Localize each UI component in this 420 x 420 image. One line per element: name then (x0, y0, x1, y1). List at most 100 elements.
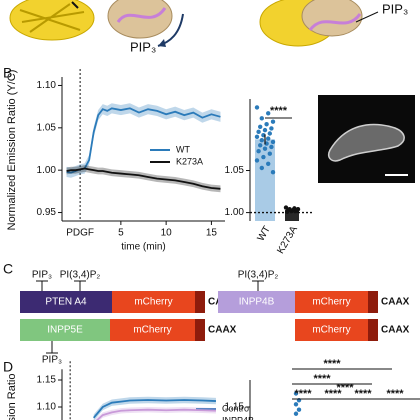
caax-label: CAAX (381, 325, 410, 336)
x-tick-label: 10 (161, 228, 173, 239)
data-point (266, 161, 271, 166)
series-line (95, 408, 216, 420)
x-tick-label: 5 (118, 228, 124, 239)
data-point (259, 116, 264, 121)
y-tick-label: 1.00 (225, 207, 245, 218)
legend-label: WT (176, 144, 190, 154)
legend-label: Control (222, 403, 251, 413)
data-point (293, 402, 299, 407)
tag-label: mCherry (134, 297, 172, 308)
significance-label: **** (324, 388, 342, 400)
data-point (264, 122, 269, 127)
tag-box (295, 291, 368, 313)
significance-label: **** (270, 105, 288, 117)
significance-label: **** (336, 382, 354, 394)
legend-label: INPP4B (222, 415, 254, 420)
x-tick-label: WT (256, 224, 273, 243)
significance-label: **** (354, 388, 372, 400)
error-band (94, 407, 216, 420)
caax-box (368, 291, 378, 313)
bar (285, 210, 299, 221)
data-point (270, 119, 276, 124)
series-line (93, 399, 216, 419)
panel-label: C (3, 261, 13, 277)
data-point (293, 411, 299, 416)
data-point (256, 148, 261, 154)
data-point (254, 134, 260, 140)
site-label: PIP₃ (42, 355, 62, 366)
data-point (259, 165, 264, 171)
caax-box (195, 319, 205, 341)
domain-label: INPP4B (239, 297, 275, 308)
y-tick-label: 1.10 (37, 80, 57, 91)
caax-box (368, 319, 378, 341)
data-point (267, 131, 272, 136)
data-point (269, 126, 274, 131)
significance-label: **** (313, 373, 331, 385)
protein-structures (9, 0, 379, 47)
caax-label: CAAX (381, 297, 410, 308)
legend-label: K273A (176, 156, 203, 166)
error-band (66, 103, 221, 178)
significance-label: **** (323, 358, 341, 370)
error-band (93, 396, 216, 420)
domain-box (218, 291, 295, 313)
tag-label: mCherry (312, 297, 350, 308)
data-point (296, 407, 302, 412)
tag-box (110, 319, 195, 341)
tag-label: mCherry (133, 325, 171, 336)
y-axis-label: sion Ratio (6, 374, 18, 420)
panel-label: D (3, 359, 13, 375)
data-point (269, 144, 274, 150)
data-point (262, 127, 268, 133)
data-point (261, 154, 266, 160)
y-tick-label: 1.15 (225, 402, 245, 413)
caax-label: CAAX (208, 325, 237, 336)
data-point (270, 170, 276, 175)
data-point (259, 138, 264, 143)
data-point (262, 146, 268, 151)
x-axis-label: time (min) (121, 242, 165, 253)
y-tick-label: 0.95 (37, 207, 57, 218)
y-tick-label: 1.15 (37, 375, 57, 386)
panel-label: B (3, 65, 12, 81)
data-point (285, 209, 290, 214)
y-tick-label: 1.05 (225, 165, 245, 176)
significance-label: **** (294, 388, 312, 400)
tag-box (112, 291, 195, 313)
site-label: PIP₃ (32, 270, 52, 281)
data-point (254, 105, 260, 110)
bar (255, 139, 275, 221)
tag-box (295, 319, 368, 341)
tag-label: mCherry (312, 325, 350, 336)
top-label: PIP₃ (382, 1, 408, 16)
significance-label: **** (386, 388, 404, 400)
y-tick-label: 1.10 (37, 402, 57, 413)
y-tick-label: 1.05 (37, 122, 57, 133)
domain-box (20, 319, 110, 341)
site-label: PI(3,4)P₂ (238, 270, 279, 281)
domain-label: PTEN A4 (45, 297, 87, 308)
event-label: PDGF (66, 228, 94, 239)
y-axis-label: Normalized Emission Ratio (Y/C) (6, 70, 18, 231)
data-point (267, 151, 272, 156)
data-point (258, 143, 263, 148)
caax-box (195, 291, 205, 313)
data-point (266, 111, 271, 116)
domain-box (20, 291, 112, 313)
top-label: PIP₃ (130, 39, 156, 54)
data-point (266, 136, 271, 141)
x-tick-label: 15 (206, 228, 218, 239)
series-line (66, 167, 221, 190)
micrograph (318, 95, 415, 183)
data-point (256, 129, 261, 135)
data-point (254, 158, 260, 163)
domain-label: INPP5E (47, 325, 83, 336)
site-label: PI(3,4)P₂ (60, 270, 101, 281)
y-tick-label: 1.00 (37, 165, 57, 176)
data-point (270, 139, 276, 145)
x-tick-label: K273A (275, 224, 300, 256)
data-point (258, 124, 263, 129)
